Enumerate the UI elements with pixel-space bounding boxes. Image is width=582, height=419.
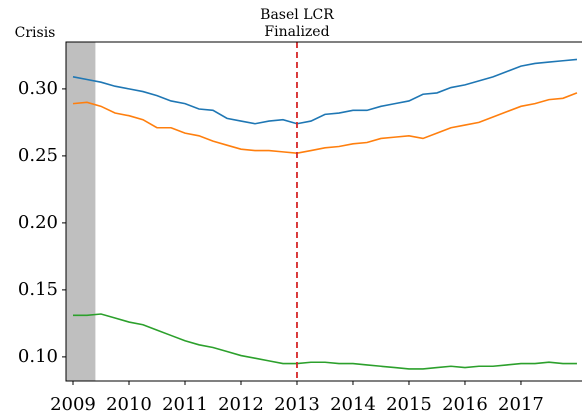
x-tick-label: 2013 [274,394,320,415]
x-tick-label: 2016 [442,394,488,415]
y-tick-label: 0.20 [18,212,58,233]
line-series [73,313,577,370]
shaded-region [66,42,96,381]
line-series [72,58,578,125]
y-tick-label: 0.10 [18,346,58,367]
y-tick-label: 0.25 [18,145,58,166]
x-tick-label: 2011 [162,394,208,415]
x-tick-label: 2009 [50,394,96,415]
x-tick-label: 2010 [106,394,152,415]
event-label: Basel LCR [260,7,334,23]
event-label: Finalized [264,24,329,40]
x-tick-label: 2012 [218,394,264,415]
x-tick-label: 2017 [498,394,544,415]
line-series [72,92,578,155]
shade-label: Crisis [15,25,56,41]
y-tick-label: 0.30 [18,78,58,99]
axis-frame [65,41,582,382]
y-tick-label: 0.15 [18,279,58,300]
x-tick-label: 2015 [386,394,432,415]
x-tick-label: 2014 [330,394,376,415]
